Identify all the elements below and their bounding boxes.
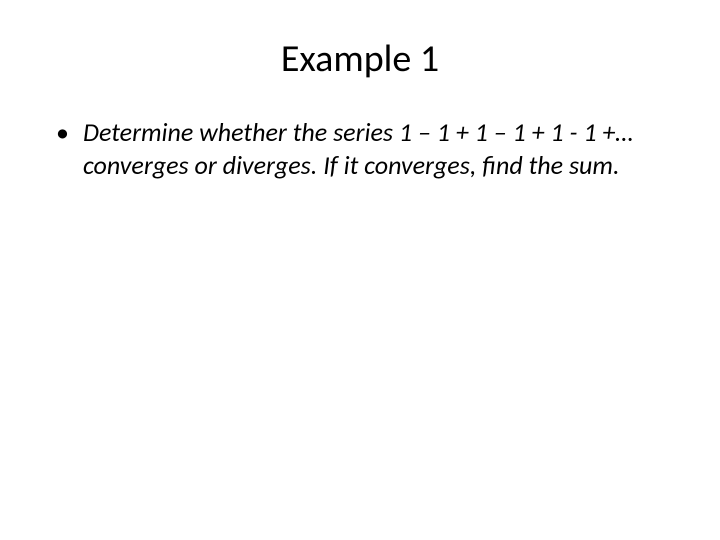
slide-title: Example 1 [50, 36, 670, 82]
bullet-text: Determine whether the series 1 – 1 + 1 –… [83, 116, 670, 181]
bullet-marker: • [56, 116, 69, 149]
slide-container: Example 1 • Determine whether the series… [0, 0, 720, 540]
bullet-item: • Determine whether the series 1 – 1 + 1… [50, 116, 670, 181]
